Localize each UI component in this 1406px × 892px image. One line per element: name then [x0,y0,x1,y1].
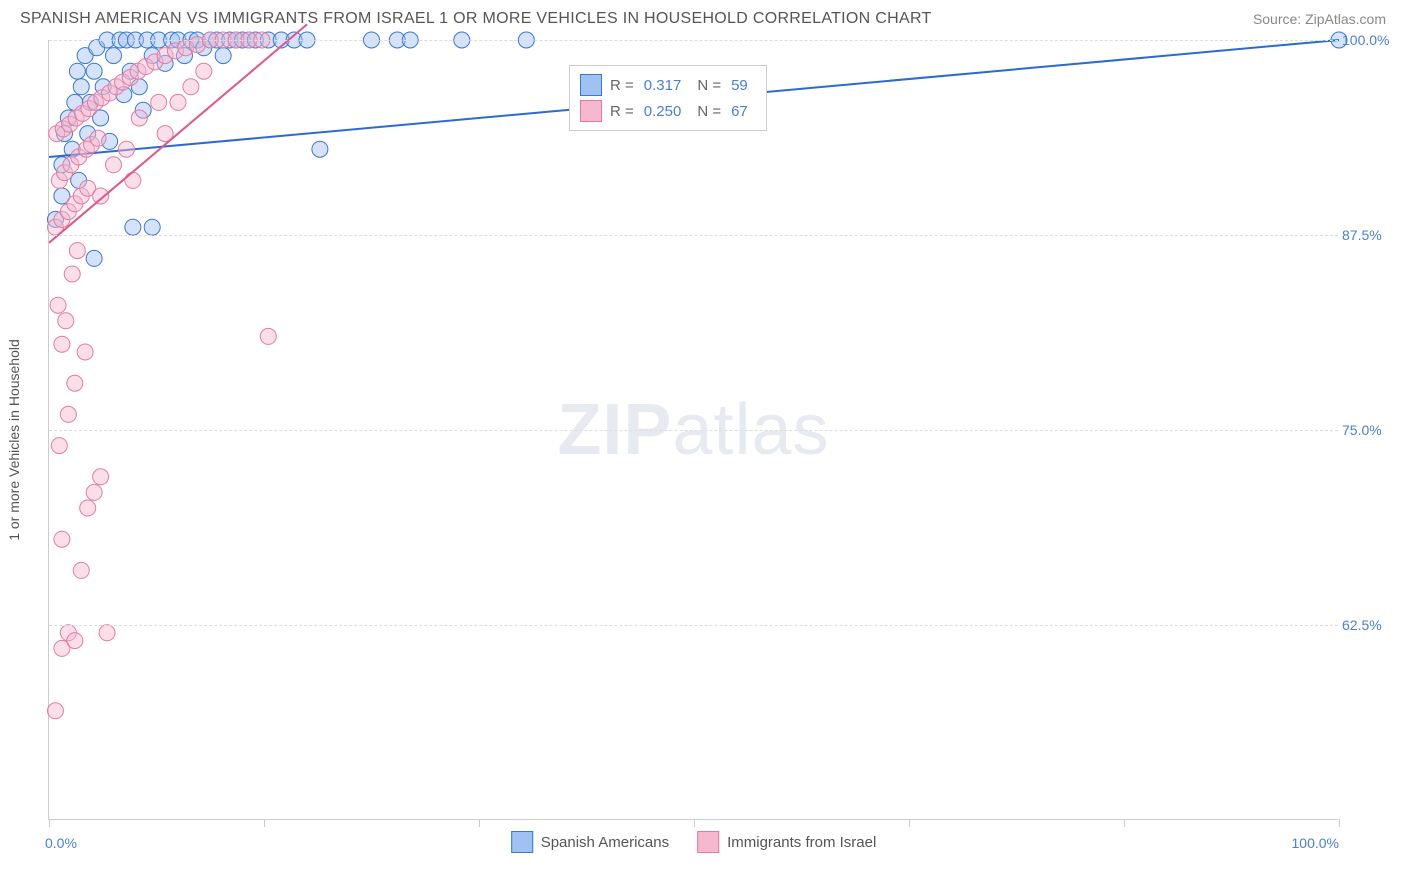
chart-container: 1 or more Vehicles in Household ZIPatlas… [48,40,1388,840]
bottom-legend-item-0: Spanish Americans [511,831,669,853]
scatter-point [260,328,276,344]
xtick [264,819,265,827]
scatter-point [67,375,83,391]
bottom-legend-swatch-1 [697,831,719,853]
stat-n-label-1: N = [697,103,721,120]
ytick-label: 100.0% [1342,32,1386,48]
bottom-legend-label-1: Immigrants from Israel [727,834,876,851]
scatter-point [215,48,231,64]
scatter-point [54,531,70,547]
legend-swatch-1 [580,100,602,122]
scatter-point [86,484,102,500]
xtick [479,819,480,827]
chart-title: SPANISH AMERICAN VS IMMIGRANTS FROM ISRA… [20,10,932,28]
stat-n-value-1: 67 [731,103,748,120]
legend-stats-row-0: R = 0.317 N = 59 [580,72,756,98]
scatter-point [106,48,122,64]
legend-stats-row-1: R = 0.250 N = 67 [580,98,756,124]
scatter-point [58,313,74,329]
bottom-legend-swatch-0 [511,831,533,853]
scatter-point [131,110,147,126]
scatter-point [106,157,122,173]
legend-stats-box: R = 0.317 N = 59 R = 0.250 N = 67 [569,65,767,131]
stat-r-label-1: R = [610,103,634,120]
chart-header: SPANISH AMERICAN VS IMMIGRANTS FROM ISRA… [0,0,1406,36]
xtick-label: 100.0% [1292,835,1339,851]
scatter-point [64,266,80,282]
xtick [909,819,910,827]
stat-n-label-0: N = [697,77,721,94]
plot-area: ZIPatlas R = 0.317 N = 59 R = 0.250 N = … [48,40,1338,820]
stat-r-label-0: R = [610,77,634,94]
ytick-label: 75.0% [1342,422,1386,438]
scatter-point [51,438,67,454]
scatter-point [50,297,66,313]
bottom-legend: Spanish Americans Immigrants from Israel [511,831,877,853]
gridline-h [49,235,1338,236]
scatter-point [90,130,106,146]
xtick [694,819,695,827]
stat-r-value-0: 0.317 [644,77,682,94]
scatter-point [93,188,109,204]
scatter-point [80,500,96,516]
scatter-point [125,219,141,235]
scatter-point [86,63,102,79]
xtick [49,819,50,827]
scatter-point [99,625,115,641]
gridline-h [49,430,1338,431]
xtick-label: 0.0% [45,835,77,851]
scatter-point [170,94,186,110]
gridline-h [49,625,1338,626]
scatter-point [69,243,85,259]
y-axis-label: 1 or more Vehicles in Household [6,339,22,541]
scatter-point [69,63,85,79]
scatter-point [183,79,199,95]
scatter-point [144,219,160,235]
scatter-point [312,141,328,157]
xtick [1339,819,1340,827]
scatter-point [125,172,141,188]
stat-r-value-1: 0.250 [644,103,682,120]
scatter-point [86,250,102,266]
bottom-legend-label-0: Spanish Americans [541,834,669,851]
chart-source: Source: ZipAtlas.com [1253,11,1386,27]
scatter-point [196,63,212,79]
bottom-legend-item-1: Immigrants from Israel [697,831,876,853]
scatter-point [151,94,167,110]
legend-swatch-0 [580,74,602,96]
scatter-point [67,633,83,649]
scatter-point [93,469,109,485]
gridline-h [49,40,1338,41]
ytick-label: 87.5% [1342,227,1386,243]
scatter-point [118,141,134,157]
xtick [1124,819,1125,827]
scatter-point [73,79,89,95]
scatter-point [73,562,89,578]
ytick-label: 62.5% [1342,617,1386,633]
stat-n-value-0: 59 [731,77,748,94]
scatter-point [60,406,76,422]
scatter-point [54,336,70,352]
scatter-point [47,703,63,719]
scatter-point [77,344,93,360]
